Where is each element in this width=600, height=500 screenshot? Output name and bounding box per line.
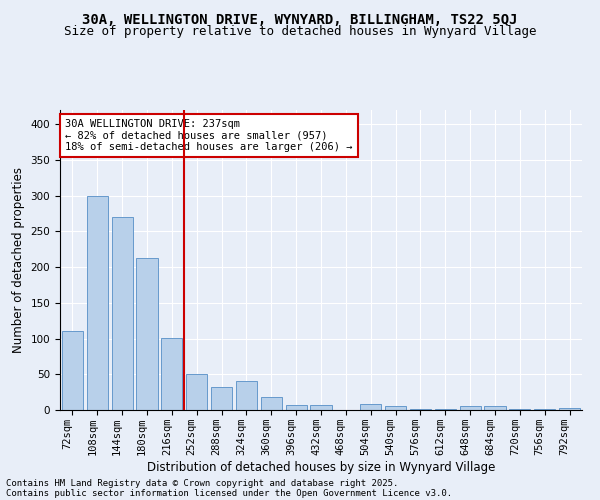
Y-axis label: Number of detached properties: Number of detached properties [12, 167, 25, 353]
Text: Contains HM Land Registry data © Crown copyright and database right 2025.: Contains HM Land Registry data © Crown c… [6, 478, 398, 488]
Text: Contains public sector information licensed under the Open Government Licence v3: Contains public sector information licen… [6, 488, 452, 498]
Bar [136, 258, 158, 410]
Text: 30A WELLINGTON DRIVE: 237sqm
← 82% of detached houses are smaller (957)
18% of s: 30A WELLINGTON DRIVE: 237sqm ← 82% of de… [65, 119, 353, 152]
Bar [286, 405, 307, 410]
Bar [87, 196, 108, 410]
Bar [410, 408, 431, 410]
Bar [211, 387, 232, 410]
Bar [360, 404, 381, 410]
Bar [559, 408, 580, 410]
Bar [261, 397, 282, 410]
Bar [310, 405, 332, 410]
Bar [62, 332, 83, 410]
Bar [161, 338, 182, 410]
Bar [236, 380, 257, 410]
Text: Size of property relative to detached houses in Wynyard Village: Size of property relative to detached ho… [64, 25, 536, 38]
Text: 30A, WELLINGTON DRIVE, WYNYARD, BILLINGHAM, TS22 5QJ: 30A, WELLINGTON DRIVE, WYNYARD, BILLINGH… [82, 12, 518, 26]
Bar [112, 217, 133, 410]
X-axis label: Distribution of detached houses by size in Wynyard Village: Distribution of detached houses by size … [147, 460, 495, 473]
Bar [186, 374, 207, 410]
Bar [385, 406, 406, 410]
Bar [484, 406, 506, 410]
Bar [460, 406, 481, 410]
